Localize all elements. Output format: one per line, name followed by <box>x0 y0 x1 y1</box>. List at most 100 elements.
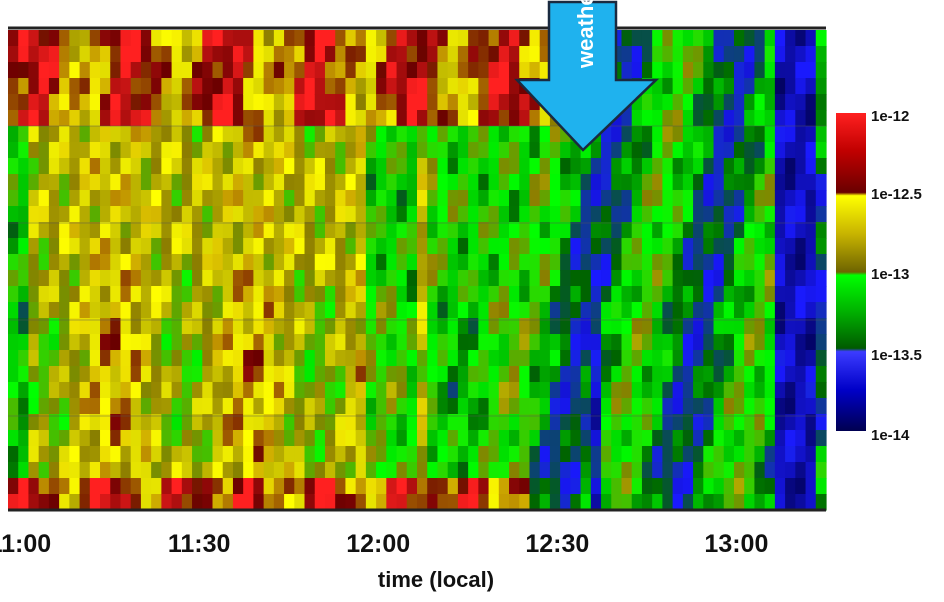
heatmap-cell <box>284 286 295 303</box>
heatmap-cell <box>601 286 612 303</box>
heatmap-cell <box>89 126 101 143</box>
heatmap-cell <box>570 414 582 431</box>
heatmap-cell <box>498 270 510 287</box>
heatmap-cell <box>314 318 326 335</box>
heatmap-cell <box>468 46 479 63</box>
heatmap-cell <box>151 78 162 95</box>
heatmap-cell <box>652 94 663 111</box>
heatmap-cell <box>641 190 653 207</box>
heatmap-cell <box>509 62 520 79</box>
heatmap-cell <box>457 254 469 271</box>
heatmap-cell <box>294 334 306 351</box>
heatmap-cell <box>28 142 40 159</box>
heatmap-cell <box>457 78 469 95</box>
heatmap-cell <box>652 302 663 319</box>
heatmap-cells <box>8 30 827 511</box>
heatmap-cell <box>171 414 183 431</box>
heatmap-cell <box>69 78 81 95</box>
down-arrow-icon <box>514 0 660 152</box>
heatmap-cell <box>682 238 694 255</box>
heatmap-cell <box>529 302 541 319</box>
heatmap-cell <box>601 174 612 191</box>
heatmap-cell <box>641 478 653 495</box>
heatmap-cell <box>59 62 70 79</box>
heatmap-cell <box>795 366 807 383</box>
heatmap-cell <box>324 190 336 207</box>
heatmap-cell <box>549 302 561 319</box>
heatmap-cell <box>202 78 214 95</box>
heatmap-cell <box>263 270 275 287</box>
heatmap-cell <box>232 158 244 175</box>
heatmap-cell <box>539 158 551 175</box>
heatmap-cell <box>529 414 541 431</box>
heatmap-cell <box>294 494 306 511</box>
heatmap-cell <box>611 366 623 383</box>
heatmap-cell <box>365 190 377 207</box>
colorbar-gradient <box>836 113 866 431</box>
heatmap-cell <box>457 206 469 223</box>
heatmap-cell <box>59 398 70 415</box>
heatmap-cell <box>314 190 326 207</box>
heatmap-cell <box>733 270 745 287</box>
heatmap-cell <box>672 494 684 511</box>
heatmap-cell <box>723 382 735 399</box>
heatmap-cell <box>243 350 254 367</box>
heatmap-cell <box>345 238 357 255</box>
heatmap-cell <box>815 110 827 127</box>
heatmap-cell <box>376 190 387 207</box>
heatmap-cell <box>8 270 19 287</box>
heatmap-cell <box>18 462 30 479</box>
heatmap-cell <box>181 222 193 239</box>
heatmap-cell <box>345 222 357 239</box>
heatmap-cell <box>785 318 796 335</box>
heatmap-cell <box>294 78 306 95</box>
heatmap-cell <box>263 382 275 399</box>
heatmap-cell <box>519 30 531 47</box>
heatmap-cell <box>785 174 796 191</box>
heatmap-cell <box>457 110 469 127</box>
heatmap-cell <box>314 174 326 191</box>
heatmap-cell <box>795 174 807 191</box>
heatmap-cell <box>447 142 459 159</box>
heatmap-cell <box>590 190 602 207</box>
heatmap-cell <box>733 478 745 495</box>
heatmap-cell <box>682 302 694 319</box>
heatmap-cell <box>243 270 254 287</box>
heatmap-cell <box>376 494 387 511</box>
heatmap-cell <box>723 430 735 447</box>
heatmap-cell <box>48 78 60 95</box>
heatmap-cell <box>509 142 520 159</box>
heatmap-cell <box>509 238 520 255</box>
heatmap-cell <box>69 318 81 335</box>
heatmap-cell <box>417 30 428 47</box>
annotation-weather: weather <box>573 0 598 69</box>
heatmap-cell <box>243 286 254 303</box>
heatmap-cell <box>682 78 694 95</box>
heatmap-cell <box>457 190 469 207</box>
heatmap-cell <box>89 30 101 47</box>
heatmap-cell <box>529 430 541 447</box>
heatmap-cell <box>253 286 265 303</box>
heatmap-cell <box>682 286 694 303</box>
heatmap-cell <box>641 94 653 111</box>
heatmap-cell <box>222 430 234 447</box>
heatmap-cell <box>682 446 694 463</box>
heatmap-cell <box>161 302 173 319</box>
heatmap-cell <box>703 446 715 463</box>
heatmap-cell <box>202 302 214 319</box>
heatmap-cell <box>376 446 387 463</box>
heatmap-cell <box>232 366 244 383</box>
heatmap-cell <box>713 46 725 63</box>
heatmap-cell <box>355 446 367 463</box>
heatmap-cell <box>294 366 306 383</box>
heatmap-cell <box>764 286 776 303</box>
heatmap-cell <box>151 46 162 63</box>
heatmap-cell <box>815 142 827 159</box>
heatmap-cell <box>590 334 602 351</box>
heatmap-cell <box>59 174 70 191</box>
heatmap-cell <box>355 334 367 351</box>
heatmap-cell <box>549 142 561 159</box>
heatmap-cell <box>314 46 326 63</box>
heatmap-cell <box>478 302 490 319</box>
heatmap-cell <box>805 142 817 159</box>
